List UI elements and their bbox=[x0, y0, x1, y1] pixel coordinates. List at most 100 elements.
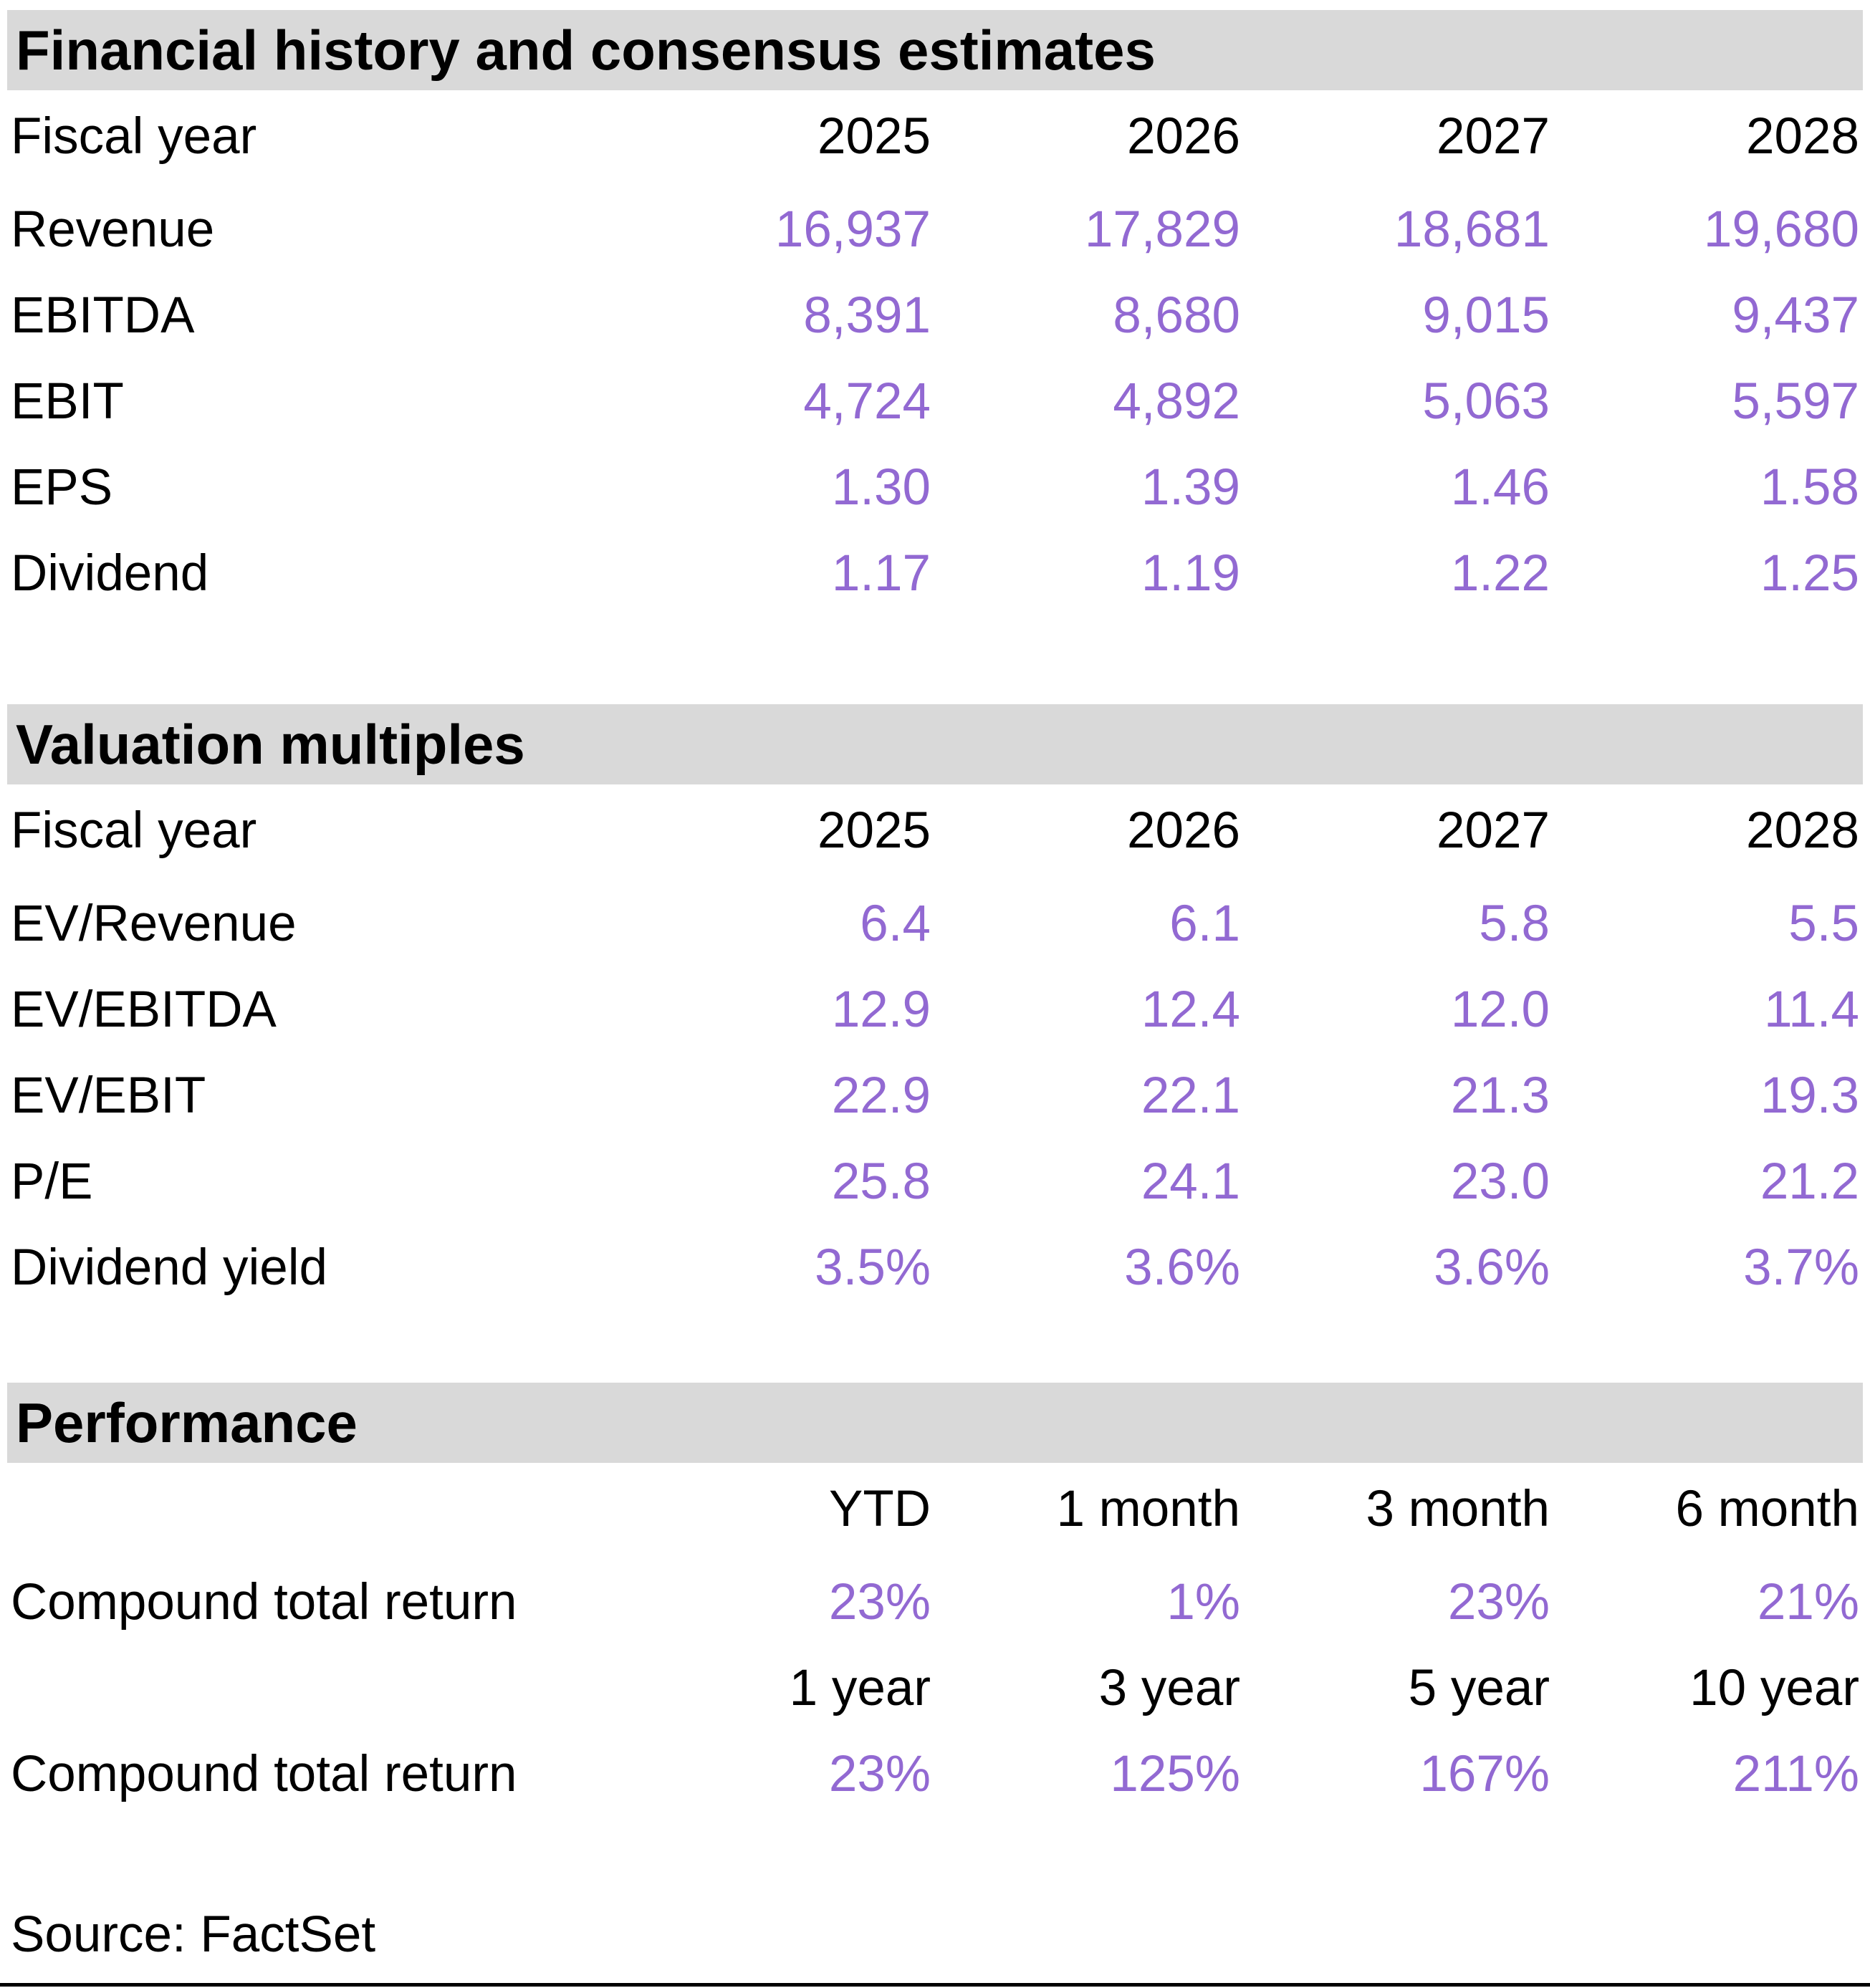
cell-value: 8,680 bbox=[1113, 287, 1240, 344]
period-header-row-short-term: YTD 1 month 3 month 6 month bbox=[0, 1466, 1870, 1552]
year-column-header: 2028 bbox=[1746, 802, 1859, 859]
table-row-ev-ebit: EV/EBIT 22.9 22.1 21.3 19.3 bbox=[0, 1052, 1870, 1138]
cell-value: 3.6% bbox=[1434, 1239, 1550, 1296]
section-title: Financial history and consensus estimate… bbox=[16, 18, 1156, 82]
row-label: P/E bbox=[11, 1153, 93, 1210]
cell-value: 16,937 bbox=[775, 201, 931, 258]
table-row-ev-ebitda: EV/EBITDA 12.9 12.4 12.0 11.4 bbox=[0, 966, 1870, 1052]
year-column-header: 2026 bbox=[1127, 107, 1240, 165]
cell-value: 1.17 bbox=[831, 544, 931, 602]
cell-value: 21.3 bbox=[1450, 1067, 1550, 1124]
cell-value: 1.19 bbox=[1141, 544, 1240, 602]
period-column-header: 3 month bbox=[1366, 1480, 1550, 1537]
table-row-eps: EPS 1.30 1.39 1.46 1.58 bbox=[0, 444, 1870, 530]
cell-value: 19.3 bbox=[1760, 1067, 1859, 1124]
year-column-header: 2025 bbox=[817, 802, 931, 859]
row-label: EV/Revenue bbox=[11, 895, 297, 952]
cell-value: 125% bbox=[1110, 1745, 1240, 1802]
cell-value: 12.0 bbox=[1450, 981, 1550, 1038]
row-label: EPS bbox=[11, 458, 113, 516]
cell-value: 22.9 bbox=[831, 1067, 931, 1124]
bottom-rule bbox=[0, 1983, 1870, 1987]
cell-value: 4,724 bbox=[803, 373, 931, 430]
cell-value: 17,829 bbox=[1084, 201, 1240, 258]
table-row-pe: P/E 25.8 24.1 23.0 21.2 bbox=[0, 1138, 1870, 1224]
cell-value: 5,063 bbox=[1422, 373, 1550, 430]
cell-value: 1.58 bbox=[1760, 458, 1859, 516]
row-label: Dividend bbox=[11, 544, 209, 602]
cell-value: 12.9 bbox=[831, 981, 931, 1038]
cell-value: 19,680 bbox=[1703, 201, 1859, 258]
period-column-header: 10 year bbox=[1689, 1659, 1859, 1716]
period-column-header: 5 year bbox=[1408, 1659, 1550, 1716]
cell-value: 24.1 bbox=[1141, 1153, 1240, 1210]
row-label: Fiscal year bbox=[11, 802, 257, 859]
cell-value: 5.8 bbox=[1479, 895, 1550, 952]
cell-value: 3.7% bbox=[1743, 1239, 1859, 1296]
table-row-ev-revenue: EV/Revenue 6.4 6.1 5.8 5.5 bbox=[0, 880, 1870, 966]
table-row-dividend: Dividend 1.17 1.19 1.22 1.25 bbox=[0, 530, 1870, 616]
table-row-revenue: Revenue 16,937 17,829 18,681 19,680 bbox=[0, 186, 1870, 272]
fiscal-year-header-row: Fiscal year 2025 2026 2027 2028 bbox=[0, 787, 1870, 873]
fiscal-year-header-row: Fiscal year 2025 2026 2027 2028 bbox=[0, 93, 1870, 179]
section-header-valuation-multiples: Valuation multiples bbox=[7, 704, 1863, 784]
cell-value: 1.22 bbox=[1450, 544, 1550, 602]
period-column-header: 1 month bbox=[1056, 1480, 1240, 1537]
cell-value: 1.25 bbox=[1760, 544, 1859, 602]
row-label: Fiscal year bbox=[11, 107, 257, 165]
row-label: Revenue bbox=[11, 201, 215, 258]
cell-value: 21% bbox=[1757, 1573, 1859, 1631]
cell-value: 23% bbox=[828, 1745, 931, 1802]
period-header-row-long-term: 1 year 3 year 5 year 10 year bbox=[0, 1645, 1870, 1731]
row-label: EBITDA bbox=[11, 287, 195, 344]
cell-value: 6.1 bbox=[1169, 895, 1240, 952]
period-column-header: 3 year bbox=[1098, 1659, 1240, 1716]
cell-value: 11.4 bbox=[1764, 981, 1859, 1038]
row-label: EBIT bbox=[11, 373, 124, 430]
year-column-header: 2026 bbox=[1127, 802, 1240, 859]
cell-value: 1% bbox=[1166, 1573, 1240, 1631]
cell-value: 22.1 bbox=[1141, 1067, 1240, 1124]
period-column-header: YTD bbox=[829, 1480, 931, 1537]
row-label: Dividend yield bbox=[11, 1239, 328, 1296]
cell-value: 18,681 bbox=[1394, 201, 1550, 258]
cell-value: 12.4 bbox=[1141, 981, 1240, 1038]
cell-value: 9,015 bbox=[1422, 287, 1550, 344]
cell-value: 23% bbox=[1447, 1573, 1550, 1631]
cell-value: 4,892 bbox=[1113, 373, 1240, 430]
cell-value: 8,391 bbox=[803, 287, 931, 344]
cell-value: 3.5% bbox=[815, 1239, 931, 1296]
cell-value: 9,437 bbox=[1732, 287, 1859, 344]
year-column-header: 2027 bbox=[1437, 802, 1550, 859]
cell-value: 6.4 bbox=[860, 895, 931, 952]
table-row-dividend-yield: Dividend yield 3.5% 3.6% 3.6% 3.7% bbox=[0, 1224, 1870, 1310]
section-title: Valuation multiples bbox=[16, 712, 525, 776]
year-column-header: 2028 bbox=[1746, 107, 1859, 165]
cell-value: 1.46 bbox=[1450, 458, 1550, 516]
row-label: Compound total return bbox=[11, 1745, 517, 1802]
cell-value: 167% bbox=[1419, 1745, 1550, 1802]
cell-value: 23% bbox=[828, 1573, 931, 1631]
source-text: Source: FactSet bbox=[11, 1906, 376, 1963]
section-title: Performance bbox=[16, 1391, 358, 1454]
table-row-ebitda: EBITDA 8,391 8,680 9,015 9,437 bbox=[0, 272, 1870, 358]
cell-value: 211% bbox=[1732, 1745, 1859, 1802]
period-column-header: 1 year bbox=[789, 1659, 931, 1716]
cell-value: 3.6% bbox=[1124, 1239, 1240, 1296]
section-header-performance: Performance bbox=[7, 1383, 1863, 1463]
cell-value: 5.5 bbox=[1788, 895, 1859, 952]
cell-value: 1.39 bbox=[1141, 458, 1240, 516]
cell-value: 1.30 bbox=[831, 458, 931, 516]
section-header-financial-history: Financial history and consensus estimate… bbox=[7, 10, 1863, 90]
table-row-compound-total-return-long: Compound total return 23% 125% 167% 211% bbox=[0, 1731, 1870, 1817]
year-column-header: 2027 bbox=[1437, 107, 1550, 165]
row-label: EV/EBITDA bbox=[11, 981, 277, 1038]
cell-value: 23.0 bbox=[1450, 1153, 1550, 1210]
cell-value: 21.2 bbox=[1760, 1153, 1859, 1210]
cell-value: 5,597 bbox=[1732, 373, 1859, 430]
table-row-ebit: EBIT 4,724 4,892 5,063 5,597 bbox=[0, 358, 1870, 444]
table-row-compound-total-return-short: Compound total return 23% 1% 23% 21% bbox=[0, 1559, 1870, 1645]
cell-value: 25.8 bbox=[831, 1153, 931, 1210]
row-label: EV/EBIT bbox=[11, 1067, 206, 1124]
